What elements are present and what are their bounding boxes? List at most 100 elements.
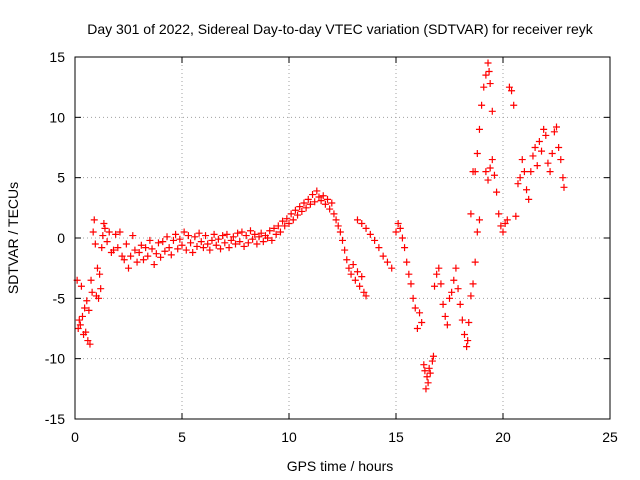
data-point xyxy=(105,228,113,236)
data-point xyxy=(452,264,460,272)
data-point xyxy=(473,150,481,158)
data-point xyxy=(78,312,86,320)
data-point xyxy=(358,273,366,281)
data-point xyxy=(375,244,383,252)
data-point xyxy=(343,256,351,264)
data-point xyxy=(484,176,492,184)
data-point xyxy=(81,304,89,312)
data-point xyxy=(334,222,342,230)
data-point xyxy=(227,236,235,244)
data-point xyxy=(388,264,396,272)
data-point xyxy=(96,270,104,278)
data-point xyxy=(276,228,284,236)
data-point xyxy=(268,236,276,244)
data-point xyxy=(540,125,548,133)
data-point xyxy=(217,245,225,253)
data-point xyxy=(383,258,391,266)
data-point xyxy=(197,238,205,246)
data-point xyxy=(300,199,308,207)
data-point xyxy=(133,258,141,266)
data-point xyxy=(508,87,516,95)
data-point xyxy=(407,280,415,288)
data-point xyxy=(159,238,167,246)
data-point xyxy=(125,264,132,272)
data-point xyxy=(433,270,441,278)
data-point xyxy=(336,228,344,236)
data-point xyxy=(74,325,82,332)
data-point xyxy=(535,137,543,145)
data-point xyxy=(112,230,120,238)
data-point xyxy=(129,232,137,240)
axis-ticks xyxy=(74,56,611,420)
data-point xyxy=(142,244,150,252)
data-point xyxy=(437,280,445,288)
data-point xyxy=(469,280,477,288)
data-point xyxy=(95,294,103,302)
y-axis-label: SDTVAR / TECUs xyxy=(5,182,21,294)
data-point xyxy=(167,251,175,259)
data-point xyxy=(379,252,387,260)
data-point xyxy=(559,174,567,182)
data-point xyxy=(82,328,90,336)
data-point xyxy=(122,240,130,248)
data-point xyxy=(560,183,568,191)
data-point xyxy=(236,238,244,246)
data-point xyxy=(503,216,511,224)
data-point xyxy=(285,220,293,228)
data-point xyxy=(76,321,84,329)
x-tick-label: 25 xyxy=(602,429,618,445)
data-point xyxy=(550,128,558,136)
data-point xyxy=(244,239,252,247)
data-point xyxy=(353,268,361,276)
data-point xyxy=(309,191,317,199)
data-point xyxy=(463,343,471,351)
data-point xyxy=(240,242,248,250)
data-point xyxy=(294,211,302,219)
data-point xyxy=(84,337,92,345)
data-point xyxy=(428,357,436,365)
data-point xyxy=(296,203,304,211)
data-point xyxy=(497,222,505,230)
data-point xyxy=(330,210,338,218)
data-point xyxy=(557,156,565,164)
data-point xyxy=(187,239,195,247)
data-point xyxy=(199,244,207,252)
data-point xyxy=(206,246,214,254)
data-point xyxy=(471,168,479,176)
y-tick-label: 5 xyxy=(57,170,65,186)
data-point xyxy=(339,236,346,244)
data-point xyxy=(100,220,108,228)
data-point xyxy=(304,195,312,203)
x-tick-label: 20 xyxy=(495,429,511,445)
data-point xyxy=(110,246,118,254)
data-point xyxy=(89,228,97,236)
data-point xyxy=(493,188,501,196)
data-point xyxy=(328,199,336,207)
data-point xyxy=(319,192,327,200)
data-point xyxy=(411,304,419,312)
data-point xyxy=(488,107,496,115)
data-point xyxy=(349,261,357,269)
data-point xyxy=(229,233,237,241)
data-point xyxy=(317,197,325,205)
data-point xyxy=(103,238,111,246)
data-point xyxy=(212,241,220,249)
data-point xyxy=(403,258,411,266)
data-point xyxy=(448,288,456,296)
x-tick-labels: 0 5 10 15 20 25 xyxy=(71,429,618,445)
data-point xyxy=(345,264,353,272)
data-point xyxy=(478,101,486,109)
data-point xyxy=(523,186,531,194)
data-point xyxy=(118,252,126,260)
data-point xyxy=(219,232,227,240)
data-point xyxy=(161,247,169,255)
data-point xyxy=(242,232,250,240)
data-point xyxy=(120,256,128,264)
data-point xyxy=(484,59,492,67)
data-point xyxy=(420,361,428,369)
data-point xyxy=(423,373,431,381)
data-point xyxy=(555,144,563,151)
data-point xyxy=(525,195,533,203)
data-point xyxy=(114,244,122,252)
data-point xyxy=(467,210,475,218)
